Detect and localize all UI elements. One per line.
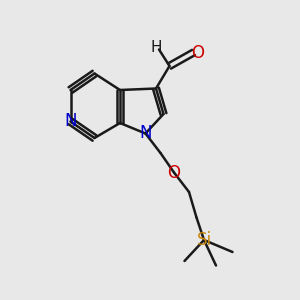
Text: N: N xyxy=(139,124,152,142)
Text: H: H xyxy=(150,40,162,56)
Text: O: O xyxy=(191,44,205,62)
Text: Si: Si xyxy=(196,231,211,249)
Text: O: O xyxy=(167,164,181,181)
Text: N: N xyxy=(64,112,77,130)
